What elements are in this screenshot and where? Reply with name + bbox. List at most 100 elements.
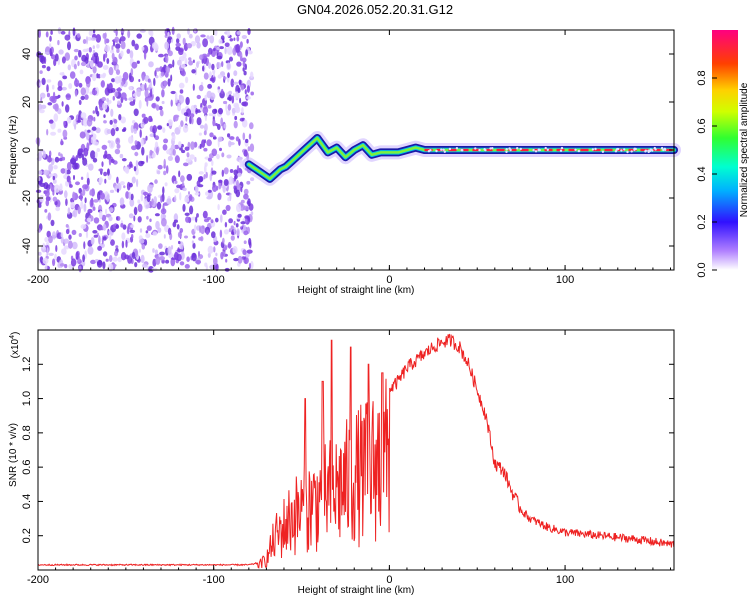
noise-speckle [48,164,53,172]
noise-speckle [230,78,235,88]
noise-speckle [196,94,201,100]
noise-speckle [179,261,185,266]
noise-speckle [46,84,49,93]
track-speck [601,150,605,153]
noise-speckle [184,196,190,203]
noise-speckle [54,200,58,206]
noise-speckle [140,138,144,147]
noise-speckle [223,179,229,186]
noise-speckle [177,59,182,66]
noise-speckle [120,252,127,261]
noise-speckle [181,182,185,187]
noise-speckle [94,151,98,158]
noise-speckle [83,147,89,157]
noise-speckle [74,55,78,61]
noise-speckle [178,94,182,99]
noise-speckle [223,229,229,235]
track-speck [538,148,541,152]
track-speck [509,148,512,152]
noise-speckle [79,69,84,75]
noise-speckle [67,41,71,51]
noise-speckle [140,161,145,165]
noise-speckle [68,240,73,249]
noise-speckle [186,256,190,263]
x-tick-label: 0 [386,274,392,286]
noise-speckle [96,44,100,49]
noise-speckle [95,127,101,134]
noise-speckle [236,165,240,172]
noise-speckle [146,194,151,203]
noise-speckle [151,42,158,50]
noise-speckle [179,147,183,151]
snr-frame [37,329,675,571]
noise-speckle [39,194,45,203]
noise-speckle [208,113,213,117]
noise-speckle [118,114,122,121]
noise-speckle [219,147,222,152]
noise-speckle [125,191,130,199]
noise-speckle [209,132,214,138]
noise-speckle [233,220,236,226]
noise-speckle [205,191,209,196]
noise-speckle [85,230,89,239]
noise-speckle [248,262,252,270]
noise-speckle [216,55,223,60]
noise-speckle [166,198,172,205]
noise-speckle [44,51,50,55]
noise-speckle [250,91,254,96]
noise-speckle [174,195,177,203]
noise-speckle [108,255,113,262]
noise-speckle [155,67,161,72]
noise-speckle [191,240,194,244]
noise-speckle [140,123,145,129]
noise-speckle [188,191,190,195]
spectrogram-x-label: Height of straight line (km) [298,285,415,296]
noise-speckle [154,135,160,141]
noise-speckle [102,102,108,111]
noise-speckle [99,74,103,78]
noise-speckle [138,238,145,244]
noise-speckle [165,259,170,264]
noise-speckle [198,171,204,175]
noise-speckle [40,245,47,253]
noise-speckle [40,104,47,110]
noise-speckle [223,100,228,105]
noise-speckle [105,258,109,262]
track-speck [461,149,464,152]
noise-speckle [204,123,208,132]
noise-speckle [215,252,218,257]
noise-speckle [242,67,245,72]
noise-speckle [40,55,45,64]
noise-speckle [145,135,148,141]
noise-speckle [228,228,232,233]
noise-speckle [163,170,167,176]
snr-panel: -200 -100 0 100 0.2 0.4 0.6 0.8 1.0 1.2 Height o… [8,329,675,596]
noise-speckle [108,230,112,235]
noise-speckle [170,144,176,150]
noise-speckle [250,261,254,270]
noise-speckle [218,179,223,184]
noise-speckle [165,66,170,74]
noise-speckle [48,119,54,124]
noise-speckle [60,138,63,146]
noise-speckle [190,117,194,125]
noise-speckle [62,129,68,138]
noise-speckle [35,189,42,193]
noise-speckle [235,189,241,198]
noise-speckle [98,235,101,245]
colorbar-tick-label: 0.0 [696,262,708,277]
noise-speckle [221,152,225,158]
noise-speckle [206,139,212,147]
noise-speckle [247,28,251,35]
track-speck [489,147,492,150]
noise-speckle [198,250,200,257]
noise-speckle [143,51,147,60]
noise-speckle [222,209,227,215]
noise-speckle [53,165,58,170]
noise-speckle [243,149,248,157]
noise-speckle [223,167,229,175]
noise-speckle [186,173,193,181]
noise-speckle [86,177,90,186]
noise-speckle [54,53,59,62]
noise-speckle [162,127,166,133]
